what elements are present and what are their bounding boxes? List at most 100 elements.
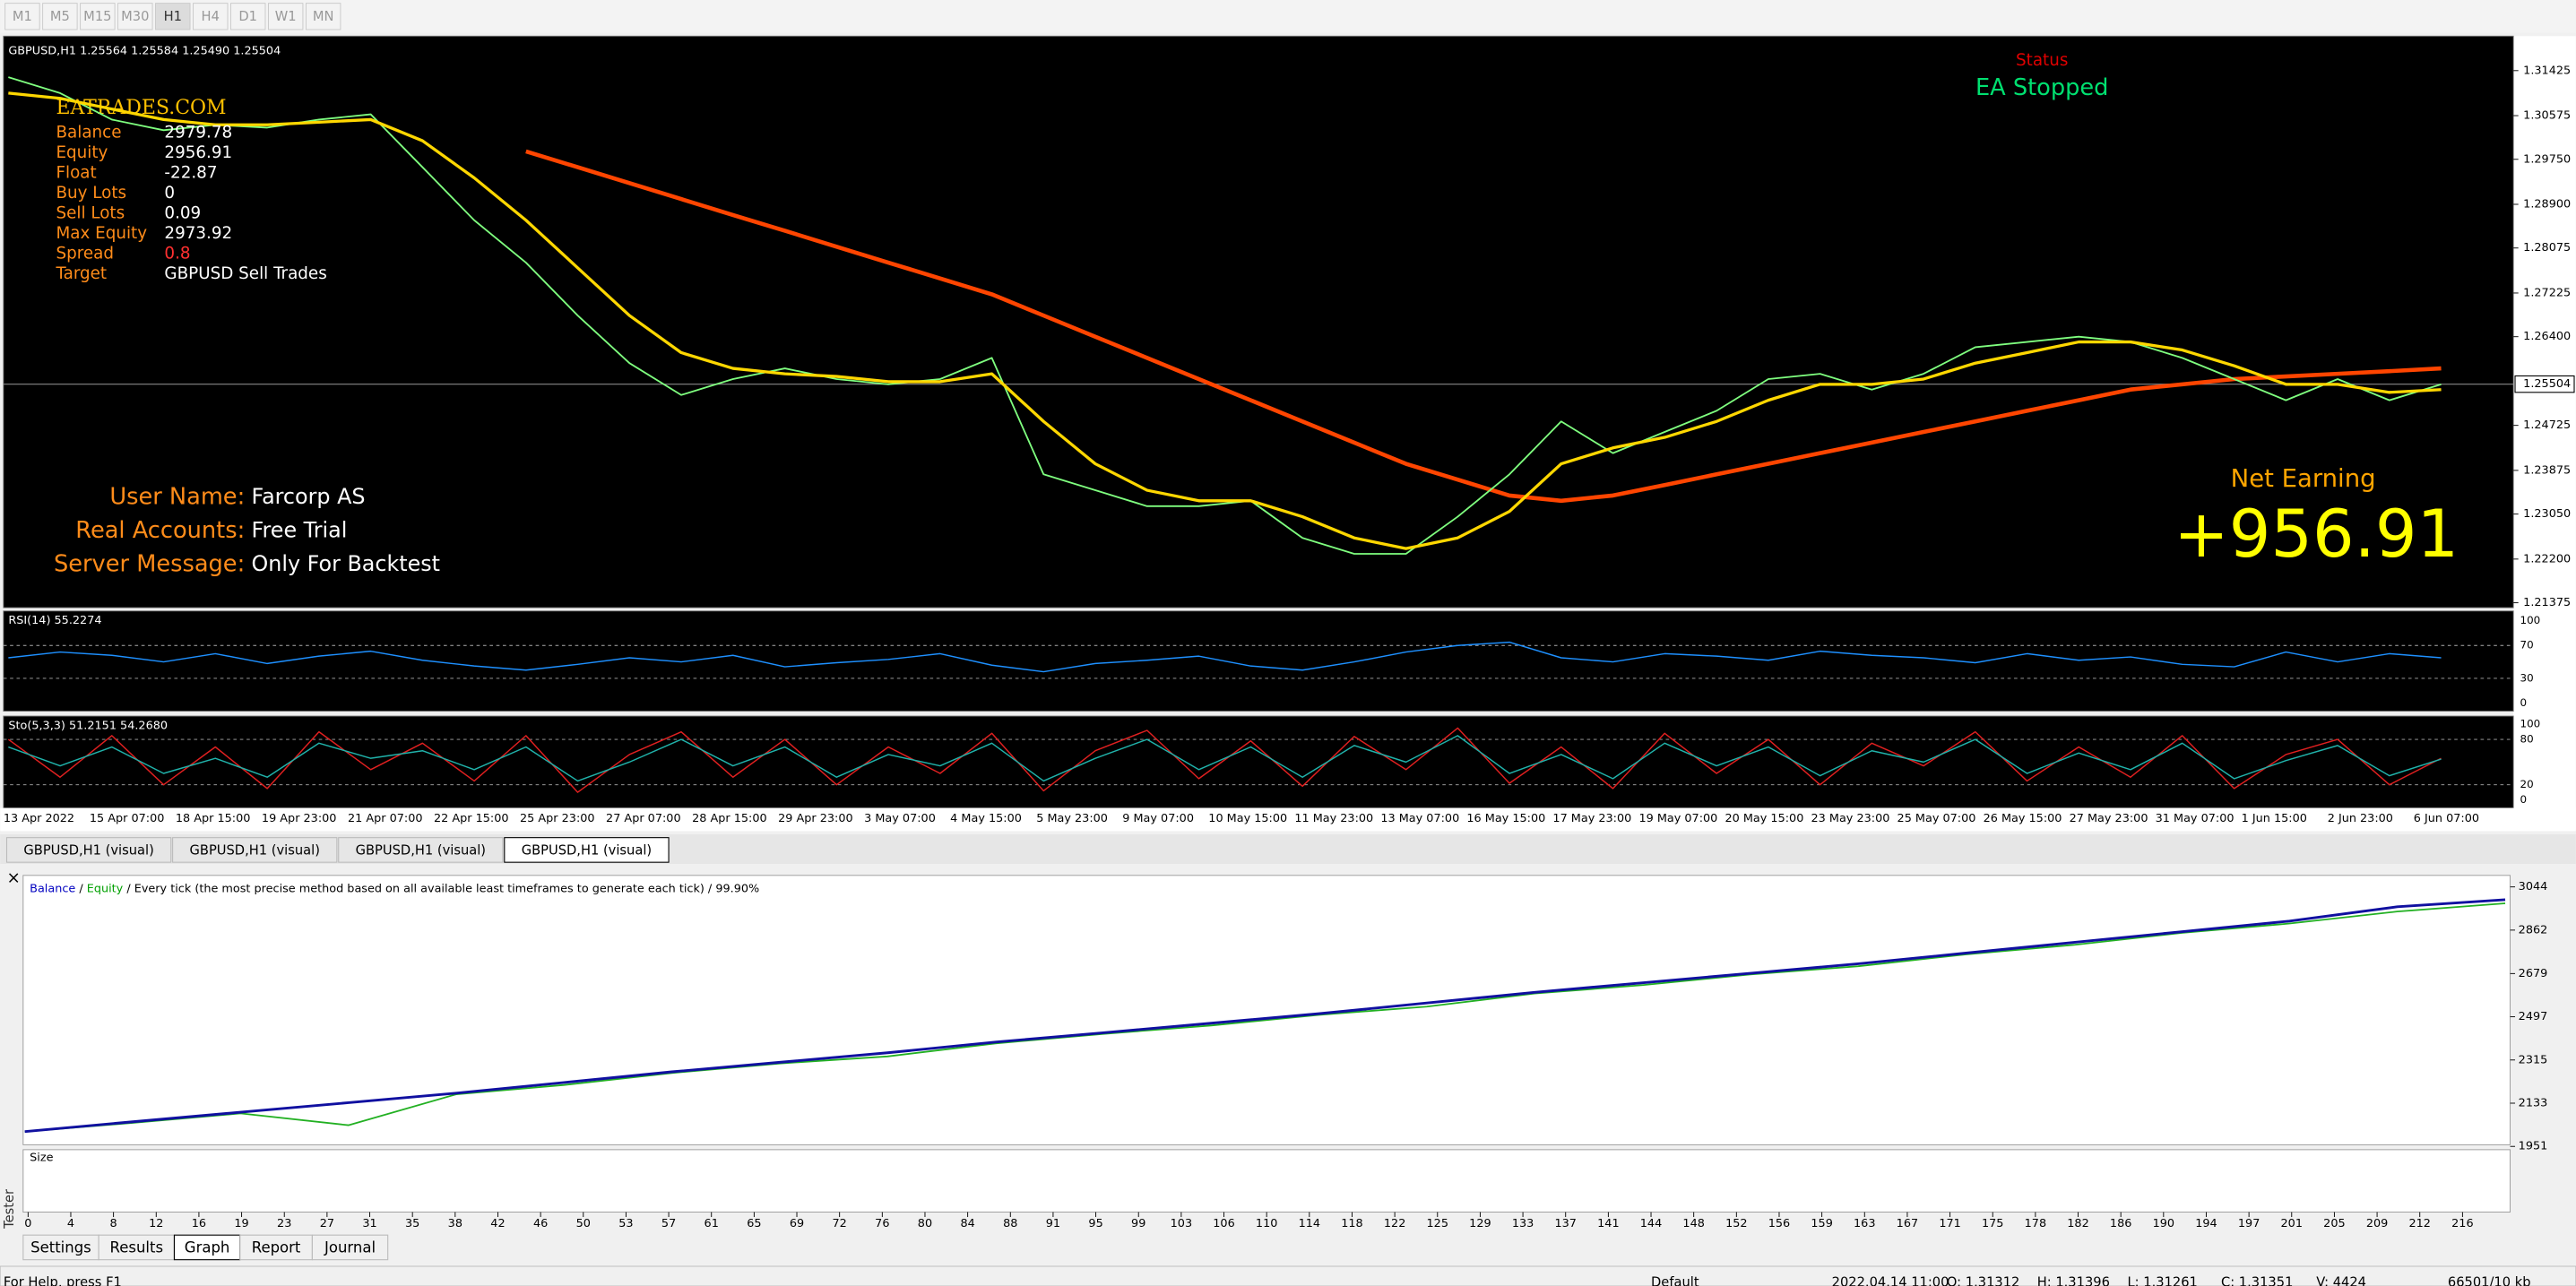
rsi-panel (3, 610, 2514, 712)
timeframe-button[interactable] (155, 3, 191, 30)
stat-value: 2956.91 (164, 143, 232, 162)
time-label: 10 May 15:00 (1208, 812, 1287, 825)
timeframe-label[interactable]: M30 (121, 9, 149, 24)
price-tick-label: 1.21375 (2523, 596, 2571, 609)
size-graph (22, 1149, 2511, 1213)
time-label: 6 Jun 07:00 (2414, 812, 2479, 825)
size-tick-label: 69 (790, 1217, 804, 1230)
balance-tick-label: 2133 (2519, 1097, 2548, 1110)
time-label: 25 Apr 23:00 (520, 812, 595, 825)
tester-tab-label[interactable]: Report (252, 1239, 301, 1256)
size-tick-label: 38 (448, 1217, 462, 1230)
stat-value: 0 (164, 184, 175, 203)
price-tick-label: 1.31425 (2523, 64, 2571, 77)
level-label: 0 (2520, 696, 2528, 709)
timeframe-label[interactable]: M5 (50, 9, 70, 24)
size-tick-label: 80 (918, 1217, 932, 1230)
timeframe-label[interactable]: MN (313, 9, 334, 24)
timeframe-button[interactable] (117, 3, 153, 30)
chart-tab-label[interactable]: GBPUSD,H1 (visual) (23, 842, 153, 858)
price-tick-label: 1.28075 (2523, 241, 2571, 255)
stat-value: 0.8 (164, 245, 190, 263)
price-tick-label: 1.23050 (2523, 507, 2571, 521)
tester-tab-label[interactable]: Journal (324, 1239, 376, 1256)
chart-tab-label[interactable]: GBPUSD,H1 (visual) (522, 842, 652, 858)
tester-close[interactable]: × (6, 868, 20, 887)
signal-line (8, 735, 2442, 782)
size-tick-label: 88 (1003, 1217, 1017, 1230)
time-label: 4 May 15:00 (950, 812, 1022, 825)
time-label: 27 May 23:00 (2070, 812, 2148, 825)
tester-tab[interactable] (239, 1234, 313, 1261)
values-line (8, 641, 2442, 673)
tester-tab[interactable] (98, 1234, 175, 1261)
size-tick-label: 35 (405, 1217, 419, 1230)
balance-label: Balance (30, 882, 75, 895)
size-tick-label: 152 (1725, 1217, 1747, 1230)
time-label: 29 Apr 23:00 (778, 812, 853, 825)
time-label: 26 May 15:00 (1984, 812, 2062, 825)
timeframe-label[interactable]: M15 (83, 9, 111, 24)
balance-tick-label: 2862 (2519, 923, 2548, 936)
time-label: 31 May 07:00 (2156, 812, 2235, 825)
status-label: Status (2016, 51, 2068, 70)
time-label: 22 Apr 15:00 (434, 812, 509, 825)
tester-tab[interactable] (173, 1234, 241, 1261)
price-tick-label: 1.27225 (2523, 286, 2571, 299)
chart-tab-label[interactable]: GBPUSD,H1 (visual) (356, 842, 486, 858)
size-tick-label: 175 (1982, 1217, 2003, 1230)
chart-tab-label[interactable]: GBPUSD,H1 (visual) (190, 842, 320, 858)
chart-tab[interactable] (504, 837, 670, 863)
main-line (7, 727, 2442, 793)
time-label: 2 Jun 23:00 (2328, 812, 2393, 825)
timeframe-label[interactable]: M1 (13, 9, 32, 24)
timeframe-label[interactable]: H1 (164, 9, 182, 24)
stat-label: Equity (56, 143, 108, 162)
current-price-box (2514, 375, 2575, 393)
time-label: 3 May 07:00 (864, 812, 936, 825)
timeframe-button[interactable] (267, 3, 304, 30)
size-tick-label: 156 (1768, 1217, 1790, 1230)
time-label: 23 May 23:00 (1811, 812, 1890, 825)
status-item: V: 4424 (2316, 1274, 2366, 1286)
timeframe-button[interactable] (305, 3, 341, 30)
balance-tick-label: 1951 (2519, 1140, 2548, 1153)
size-tick-label: 23 (277, 1217, 291, 1230)
toolbar (0, 0, 2576, 33)
size-tick-label: 27 (320, 1217, 334, 1230)
size-tick-label: 201 (2281, 1217, 2303, 1230)
chart-tab[interactable] (338, 837, 504, 863)
balance-tick-label: 3044 (2519, 880, 2548, 893)
tester-tab-label[interactable]: Graph (185, 1239, 230, 1256)
tester-tab[interactable] (311, 1234, 389, 1261)
status-item: O: 1.31312 (1947, 1274, 2019, 1286)
size-tick-label: 122 (1384, 1217, 1405, 1230)
size-tick-label: 61 (705, 1217, 719, 1230)
tester-tab-label[interactable]: Results (110, 1239, 164, 1256)
size-tick-label: 4 (67, 1217, 74, 1230)
timeframe-button[interactable] (4, 3, 40, 30)
time-label: 27 Apr 07:00 (606, 812, 681, 825)
price-tick-label: 1.28900 (2523, 197, 2571, 211)
chart-tab[interactable] (5, 837, 172, 863)
timeframe-button[interactable] (193, 3, 229, 30)
timeframe-button[interactable] (230, 3, 266, 30)
timeframe-button[interactable] (80, 3, 116, 30)
timeframe-button[interactable] (42, 3, 78, 30)
chart-tab[interactable] (172, 837, 338, 863)
main-chart (3, 35, 2514, 608)
size-tick-label: 163 (1854, 1217, 1875, 1230)
timeframe-label[interactable]: W1 (275, 9, 297, 24)
time-label: 21 Apr 07:00 (348, 812, 423, 825)
tester-description: / Every tick (the most precise method ba… (126, 882, 759, 895)
net-earning-value: +956.91 (2174, 496, 2459, 573)
size-tick-label: 72 (833, 1217, 847, 1230)
tester-tab-label[interactable]: Settings (30, 1239, 91, 1256)
price-tick-label: 1.24725 (2523, 419, 2571, 432)
time-label: 25 May 07:00 (1897, 812, 1976, 825)
timeframe-label[interactable]: H4 (202, 9, 220, 24)
timeframe-label[interactable]: D1 (238, 9, 257, 24)
size-tick-label: 171 (1939, 1217, 1960, 1230)
